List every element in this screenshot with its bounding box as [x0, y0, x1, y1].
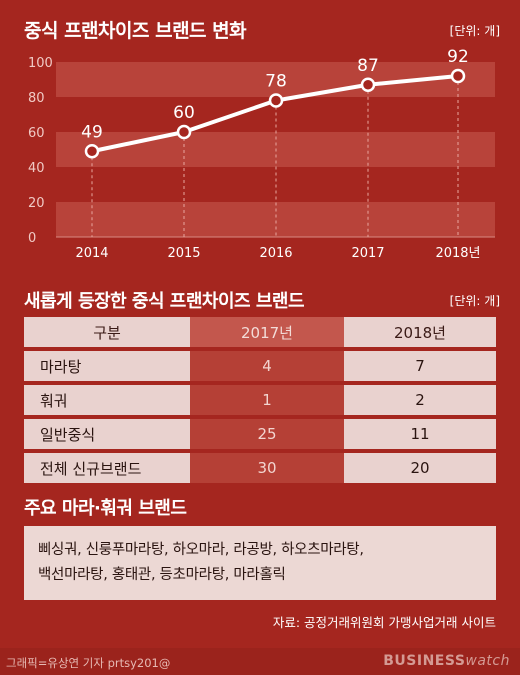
x-tick-label: 2018년	[435, 246, 480, 261]
line-chart: 0 20 40 60 80 100 2014 2015 2016 2017 2018년 49 60 7…	[28, 47, 495, 261]
table-unit: [단위: 개]	[449, 294, 500, 308]
y-tick-label: 60	[28, 126, 45, 141]
graphic-credit: 그래픽=유상연 기자 prtsy201@	[6, 656, 171, 670]
value-2017: 4	[190, 351, 344, 381]
x-tick-label: 2017	[351, 246, 384, 261]
y-tick-label: 80	[28, 91, 45, 106]
value-2017: 25	[190, 419, 344, 449]
x-axis-ticks: 2014 2015 2016 2017 2018년	[75, 246, 480, 261]
value-2018: 20	[344, 453, 496, 483]
x-tick-label: 2016	[259, 246, 292, 261]
table-row: 훠궈 1 2	[24, 385, 496, 415]
data-label: 49	[81, 122, 103, 142]
y-tick-label: 0	[28, 231, 36, 246]
brands-title: 주요 마라·훠궈 브랜드	[24, 498, 187, 519]
chart-droplines	[91, 82, 459, 237]
row-label: 마라탕	[24, 351, 190, 381]
data-labels: 49 60 78 87 92	[81, 47, 469, 142]
value-2018: 2	[344, 385, 496, 415]
table-header-row: 구분 2017년 2018년	[24, 317, 496, 347]
x-tick-label: 2015	[167, 246, 200, 261]
row-label: 일반중식	[24, 419, 190, 449]
y-tick-label: 100	[28, 56, 53, 71]
table-row: 전체 신규브랜드 30 20	[24, 453, 496, 483]
header-cell-2018: 2018년	[344, 317, 496, 347]
data-point	[450, 68, 466, 84]
y-axis-ticks: 0 20 40 60 80 100	[28, 56, 53, 246]
chart-unit: [단위: 개]	[449, 24, 500, 38]
data-label: 60	[173, 103, 195, 123]
value-2017: 1	[190, 385, 344, 415]
logo-sub: watch	[465, 653, 510, 669]
businesswatch-logo: BUSINESSwatch	[383, 653, 510, 669]
table-row: 일반중식 25 11	[24, 419, 496, 449]
data-label: 87	[357, 56, 379, 76]
source-note: 자료: 공정거래위원회 가맹사업거래 사이트	[272, 615, 496, 630]
value-2018: 11	[344, 419, 496, 449]
logo-main: BUSINESS	[383, 653, 466, 669]
y-tick-label: 20	[28, 196, 45, 211]
chart-band	[56, 202, 495, 237]
data-point	[84, 144, 100, 159]
value-2018: 7	[344, 351, 496, 381]
header-cell-category: 구분	[24, 317, 190, 347]
x-tick-label: 2014	[75, 246, 108, 261]
table-row: 마라탕 4 7	[24, 351, 496, 381]
table-title: 새롭게 등장한 중식 프랜차이즈 브랜드	[24, 291, 305, 312]
data-point	[176, 124, 192, 140]
brands-line-1: 삐싱궈, 신룽푸마라탕, 하오마라, 라공방, 하오츠마라탕,	[38, 542, 364, 558]
data-label: 92	[447, 47, 469, 67]
footer-bar	[0, 648, 520, 675]
y-tick-label: 40	[28, 161, 45, 176]
data-point	[268, 93, 284, 108]
data-point	[360, 77, 376, 92]
header-cell-2017: 2017년	[190, 317, 344, 347]
value-2017: 30	[190, 453, 344, 483]
brands-list: 삐싱궈, 신룽푸마라탕, 하오마라, 라공방, 하오츠마라탕, 백선마라탕, 홍…	[24, 526, 496, 600]
new-brands-table: 구분 2017년 2018년 마라탕 4 7 훠궈 1 2 일반중식 25 11…	[24, 317, 496, 487]
data-label: 78	[265, 72, 287, 92]
chart-title: 중식 프랜차이즈 브랜드 변화	[24, 20, 247, 42]
row-label: 전체 신규브랜드	[24, 453, 190, 483]
chart-points	[84, 68, 466, 159]
brands-line-2: 백선마라탕, 홍태관, 등초마라탕, 마라홀릭	[38, 567, 286, 583]
row-label: 훠궈	[24, 385, 190, 415]
